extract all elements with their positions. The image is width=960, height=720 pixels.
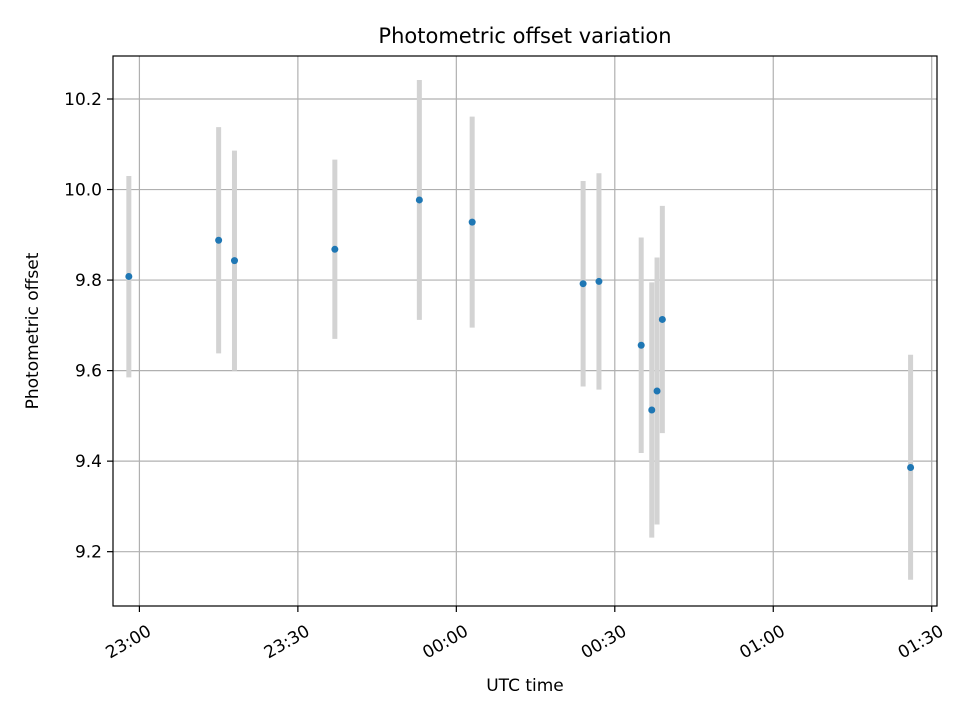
y-tick-labels: 9.2 9.4 9.6 9.8 10.0 10.2	[64, 90, 102, 563]
y-tick-label: 9.8	[75, 271, 102, 291]
data-point	[215, 236, 223, 244]
grid-lines	[113, 56, 937, 606]
data-point	[648, 406, 656, 414]
y-tick-label: 9.2	[75, 543, 102, 563]
y-tick-label: 10.0	[64, 181, 102, 201]
data-point	[637, 341, 645, 349]
y-axis-title: Photometric offset	[23, 252, 43, 409]
data-point	[658, 315, 666, 323]
data-point	[579, 280, 587, 288]
axis-ticks	[107, 98, 933, 612]
data-point	[653, 387, 661, 395]
x-axis-title: UTC time	[486, 676, 564, 696]
data-point	[331, 245, 339, 253]
data-points	[125, 196, 915, 471]
data-point	[230, 257, 238, 265]
data-point	[595, 277, 603, 285]
data-point	[468, 218, 476, 226]
data-point	[415, 196, 423, 204]
data-point	[125, 272, 133, 280]
y-tick-label: 9.6	[75, 362, 102, 382]
y-tick-label: 9.4	[75, 452, 102, 472]
data-point	[907, 463, 915, 471]
chart-title: Photometric offset variation	[378, 24, 671, 48]
plot-frame	[112, 55, 938, 607]
y-tick-label: 10.2	[64, 90, 102, 110]
